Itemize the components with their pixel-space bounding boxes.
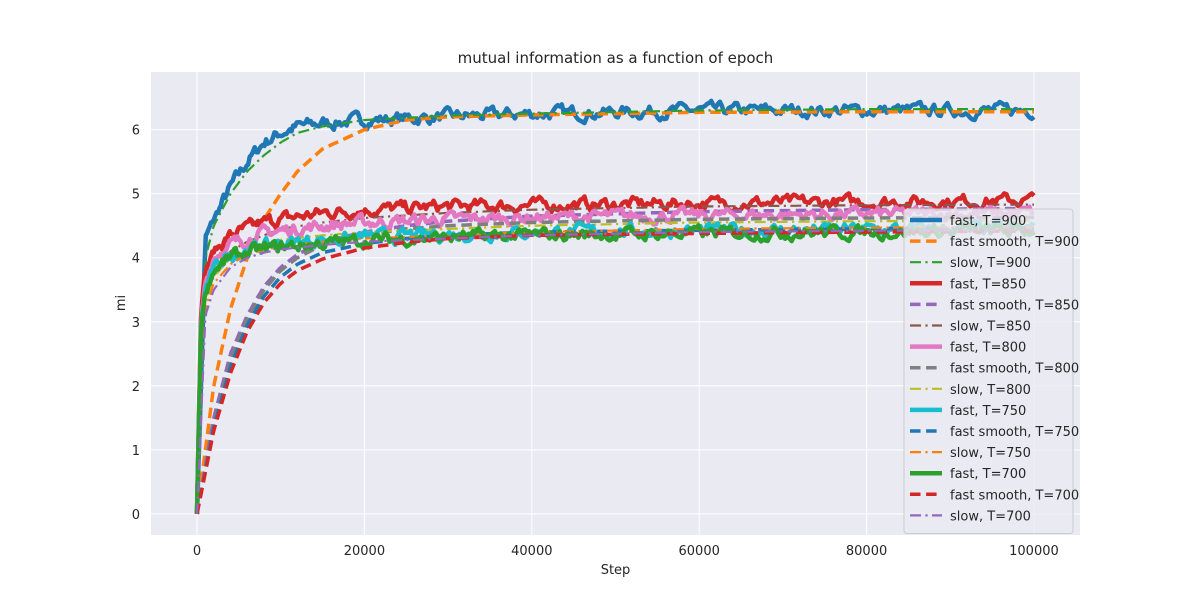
x-axis-ticks: 0 20000 40000 60000 80000 100000 <box>193 544 1059 559</box>
x-tick-label: 100000 <box>1009 544 1059 559</box>
y-axis-ticks: 0 1 2 3 4 5 6 <box>132 124 140 523</box>
legend-label: fast, T=700 <box>950 467 1026 482</box>
legend-label: fast, T=750 <box>950 404 1026 419</box>
legend-box <box>903 208 1074 534</box>
y-tick-label: 3 <box>132 316 140 331</box>
series-line <box>195 203 1034 514</box>
series-line <box>195 109 1034 515</box>
x-axis-label: Step <box>601 563 631 578</box>
y-tick-label: 4 <box>132 252 140 267</box>
legend-label: fast smooth, T=700 <box>950 488 1079 503</box>
legend-label: slow, T=750 <box>950 446 1031 461</box>
series-lines <box>194 98 1036 515</box>
legend: fast, T=900 fast smooth, T=900 slow, T=900… <box>903 208 1079 534</box>
legend-label: slow, T=900 <box>950 256 1031 271</box>
y-tick-label: 2 <box>132 380 140 395</box>
x-tick-label: 0 <box>193 544 201 559</box>
y-tick-label: 6 <box>132 124 140 139</box>
series-line <box>194 203 1034 514</box>
x-tick-label: 40000 <box>511 544 552 559</box>
legend-label: slow, T=700 <box>950 509 1031 524</box>
chart-title: mutual information as a function of epoc… <box>458 49 774 67</box>
legend-label: slow, T=850 <box>950 320 1031 335</box>
y-tick-label: 0 <box>132 508 140 523</box>
y-tick-label: 1 <box>132 444 140 459</box>
legend-label: fast smooth, T=900 <box>950 235 1079 250</box>
x-tick-label: 20000 <box>344 544 385 559</box>
y-axis-label: mi <box>114 295 129 311</box>
legend-label: fast, T=850 <box>950 277 1026 292</box>
legend-label: fast smooth, T=800 <box>950 362 1079 377</box>
legend-label: slow, T=800 <box>950 383 1031 398</box>
x-tick-label: 80000 <box>846 544 887 559</box>
series-line <box>195 229 1034 514</box>
y-tick-label: 5 <box>132 188 140 203</box>
legend-label: fast, T=900 <box>950 214 1026 229</box>
legend-label: fast smooth, T=850 <box>950 298 1079 313</box>
legend-label: fast, T=800 <box>950 341 1026 356</box>
series-line <box>195 215 1034 515</box>
x-tick-label: 60000 <box>679 544 720 559</box>
legend-label: fast smooth, T=750 <box>950 425 1079 440</box>
series-line <box>195 229 1035 515</box>
